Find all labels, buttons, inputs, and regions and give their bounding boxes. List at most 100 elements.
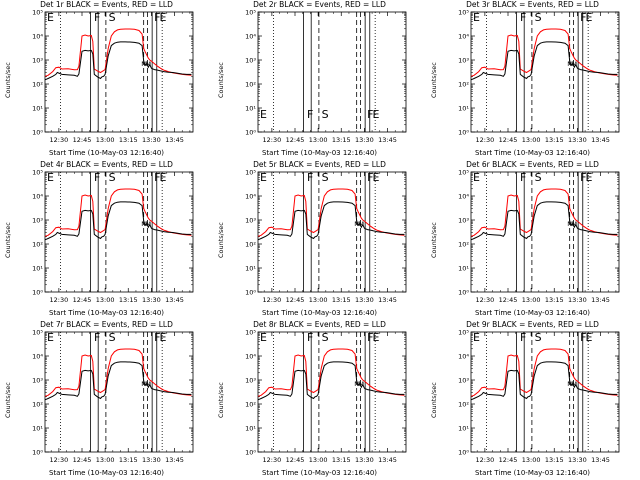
y-tick-label: 10¹ [32, 265, 43, 273]
marker-letter-label: E [373, 108, 380, 121]
marker-letter-label: F [94, 11, 100, 24]
marker-letter-label: E [473, 331, 480, 344]
y-tick-label: 10⁰ [458, 449, 469, 457]
x-tick-label: 13:45 [591, 296, 610, 304]
marker-letter-label: S [109, 171, 116, 184]
marker-letter-label: E [373, 331, 380, 344]
marker-letter-label: S [535, 11, 542, 24]
marker-letter-label: S [535, 331, 542, 344]
panel-title: Det 6r BLACK = Events, RED = LLD [466, 160, 599, 169]
y-axis-label: Counts/sec [217, 382, 225, 418]
x-tick-label: 13:15 [119, 136, 138, 144]
panel-det-6r: Det 6r BLACK = Events, RED = LLD 10⁰ 10¹ 1… [426, 160, 639, 320]
panel-plot: 10⁰ 10¹ 10² 10³ 10⁴ 10⁵ 12:30 12:45 13:00 13:15 13… [32, 169, 194, 304]
series-events-line [44, 361, 192, 401]
x-tick-label: 12:45 [73, 456, 92, 464]
x-tick-label: 13:30 [355, 136, 374, 144]
y-tick-label: 10⁴ [32, 193, 43, 201]
marker-letter-label: E [160, 11, 167, 24]
x-tick-label: 12:45 [499, 456, 518, 464]
x-tick-label: 13:30 [355, 456, 374, 464]
y-tick-label: 10¹ [458, 105, 469, 113]
y-axis-label: Counts/sec [217, 62, 225, 98]
x-tick-label: 12:30 [263, 456, 282, 464]
y-tick-label: 10² [32, 401, 43, 409]
panel-plot: 10⁰ 10¹ 10² 10³ 10⁴ 10⁵ 12:30 12:45 13:00 13:15 13… [32, 9, 194, 144]
x-axis-label: Start Time (10-May-03 12:16:40) [474, 469, 591, 477]
y-tick-label: 10⁵ [458, 9, 469, 17]
x-tick-label: 13:15 [119, 296, 138, 304]
panel-det-1r: Det 1r BLACK = Events, RED = LLD 10⁰ 10¹ 1… [0, 0, 213, 160]
marker-letter-label: E [47, 171, 54, 184]
series-lld-line [44, 348, 192, 397]
y-tick-label: 10⁰ [32, 449, 43, 457]
x-axis-label: Start Time (10-May-03 12:16:40) [474, 309, 591, 317]
x-tick-label: 13:15 [332, 136, 351, 144]
plot-frame [257, 171, 407, 293]
panel-title: Det 4r BLACK = Events, RED = LLD [40, 160, 173, 169]
event-letter-label: N [354, 220, 359, 228]
y-tick-label: 10⁴ [32, 353, 43, 361]
panel-plot: 10⁰ 10¹ 10² 10³ 10⁴ 10⁵ 12:30 12:45 13:00 13:15 13… [245, 329, 407, 464]
x-tick-label: 13:15 [545, 296, 564, 304]
series-events-line [44, 201, 192, 241]
series-lld-line [44, 188, 192, 237]
panel-det-3r: Det 3r BLACK = Events, RED = LLD 10⁰ 10¹ 1… [426, 0, 639, 160]
panel-plot: 10⁰ 10¹ 10² 10³ 10⁴ 10⁵ 12:30 12:45 13:00 13:15 13… [458, 169, 620, 304]
x-tick-label: 13:45 [165, 296, 184, 304]
event-letter-label: M [571, 220, 577, 228]
marker-letter-label: F [520, 11, 526, 24]
y-tick-label: 10³ [32, 57, 43, 65]
marker-letter-label: E [586, 331, 593, 344]
series-events-line [257, 361, 405, 401]
marker-letter-label: E [586, 171, 593, 184]
marker-letter-label: F [580, 11, 586, 24]
event-letter-label: M [358, 380, 364, 388]
panel-title: Det 5r BLACK = Events, RED = LLD [253, 160, 386, 169]
x-tick-label: 13:00 [309, 456, 328, 464]
y-tick-label: 10¹ [32, 425, 43, 433]
plot-frame [470, 171, 620, 293]
y-tick-label: 10⁴ [245, 193, 256, 201]
panel-det-4r: Det 4r BLACK = Events, RED = LLD 10⁰ 10¹ 1… [0, 160, 213, 320]
x-tick-label: 13:45 [378, 456, 397, 464]
x-axis-label: Start Time (10-May-03 12:16:40) [48, 469, 165, 477]
x-tick-label: 12:30 [476, 136, 495, 144]
y-tick-label: 10¹ [245, 425, 256, 433]
x-tick-label: 12:45 [73, 296, 92, 304]
series-lld-line [44, 28, 192, 77]
series-lld-line [257, 348, 405, 397]
y-axis-label: Counts/sec [4, 62, 12, 98]
event-letter-label: N [567, 220, 572, 228]
y-tick-label: 10² [245, 81, 256, 89]
panel-det-8r: Det 8r BLACK = Events, RED = LLD 10⁰ 10¹ 1… [213, 320, 426, 480]
panel-title: Det 8r BLACK = Events, RED = LLD [253, 320, 386, 329]
marker-letter-label: F [367, 171, 373, 184]
event-letter-label: M [358, 220, 364, 228]
y-tick-label: 10⁰ [458, 129, 469, 137]
x-tick-label: 13:30 [568, 456, 587, 464]
marker-letter-label: E [160, 331, 167, 344]
y-tick-label: 10¹ [32, 105, 43, 113]
plot-frame [44, 11, 194, 133]
marker-letter-label: S [322, 331, 329, 344]
x-tick-label: 12:30 [50, 296, 69, 304]
x-axis-label: Start Time (10-May-03 12:16:40) [474, 149, 591, 157]
y-axis-label: Counts/sec [430, 62, 438, 98]
x-axis-label: Start Time (10-May-03 12:16:40) [48, 309, 165, 317]
panel-det-7r: Det 7r BLACK = Events, RED = LLD 10⁰ 10¹ 1… [0, 320, 213, 480]
x-tick-label: 13:45 [591, 456, 610, 464]
marker-letter-label: E [47, 11, 54, 24]
x-axis-label: Start Time (10-May-03 12:16:40) [261, 469, 378, 477]
marker-letter-label: F [520, 171, 526, 184]
marker-letter-label: F [367, 108, 373, 121]
series-events-line [470, 361, 618, 401]
y-tick-label: 10² [458, 241, 469, 249]
plot-frame [257, 11, 407, 133]
plot-frame [470, 331, 620, 453]
x-tick-label: 13:00 [96, 136, 115, 144]
series-lld-line [470, 348, 618, 397]
marker-letter-label: E [586, 11, 593, 24]
y-tick-label: 10¹ [245, 265, 256, 273]
